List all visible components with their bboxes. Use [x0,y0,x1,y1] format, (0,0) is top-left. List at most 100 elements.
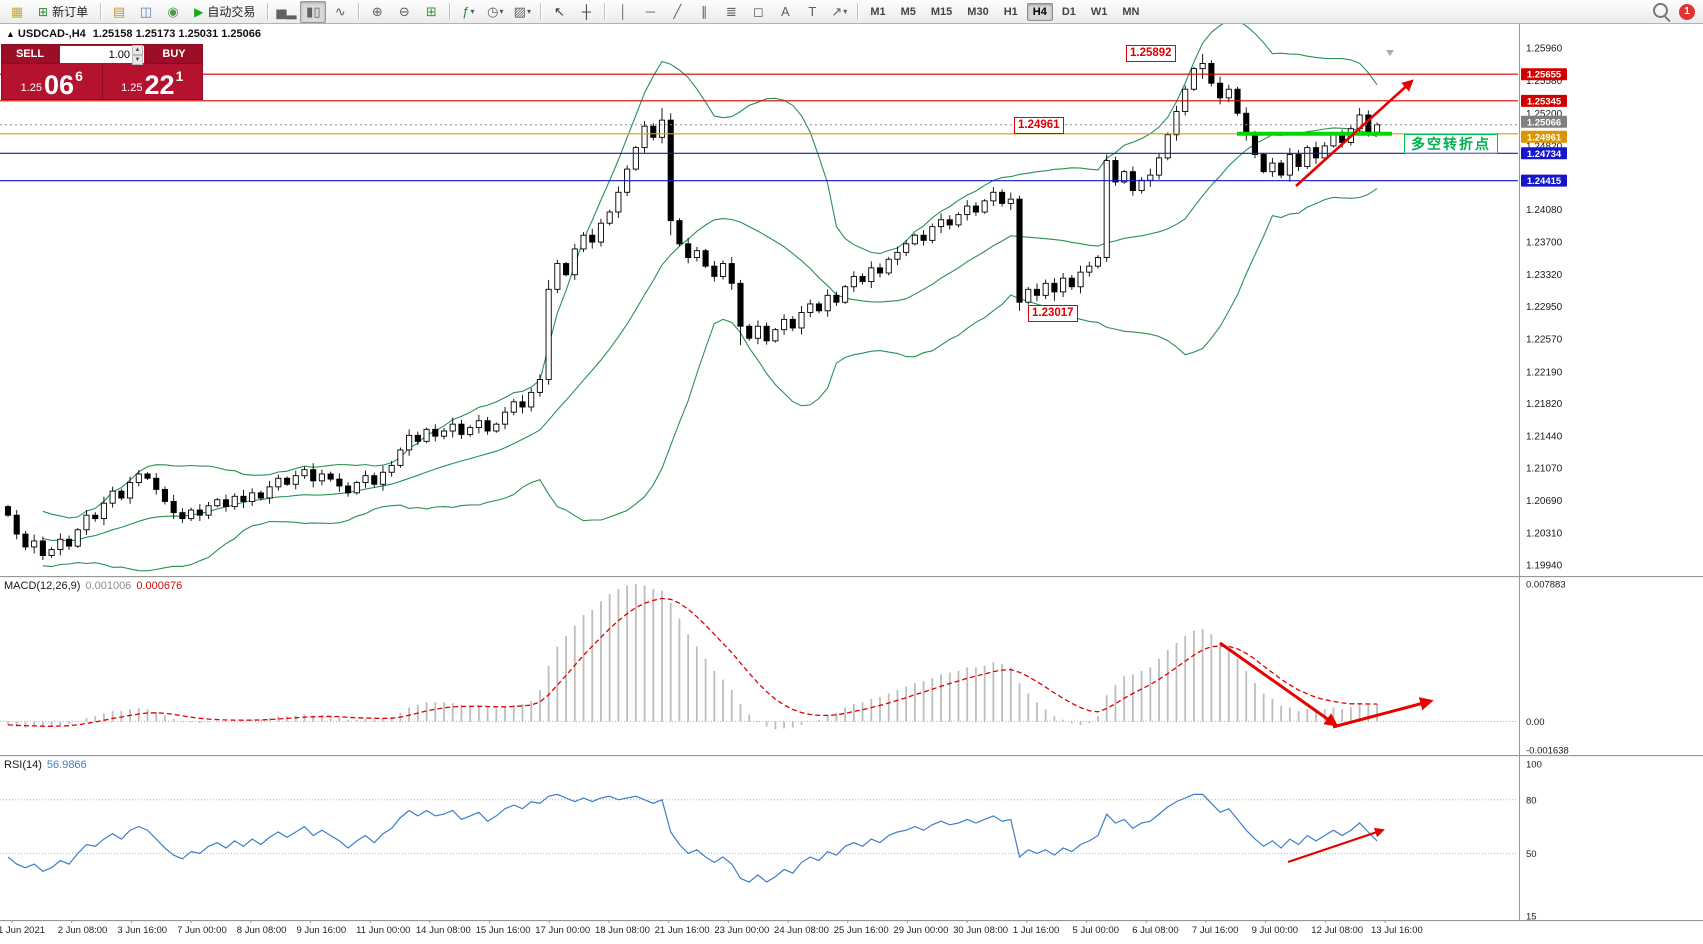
svg-text:1.23700: 1.23700 [1526,238,1563,249]
rsi-line [7,793,1378,883]
price-annotation-pivot: 1.24961 [1014,117,1064,134]
trend-arrow [1219,641,1339,727]
svg-text:21 Jun 16:00: 21 Jun 16:00 [655,925,710,936]
zoom-in-icon[interactable]: ⊕ [371,3,383,19]
macd-value-2: 0.000676 [136,580,183,592]
svg-text:1.21820: 1.21820 [1526,399,1563,410]
svg-text:23 Jun 00:00: 23 Jun 00:00 [714,925,769,936]
buy-button[interactable]: BUY [145,45,202,64]
svg-text:0.00: 0.00 [1526,717,1545,728]
svg-text:6 Jul 08:00: 6 Jul 08:00 [1132,925,1178,936]
timeframe-m15[interactable]: M15 [930,5,953,18]
buy-price[interactable]: 1.25 22 1 [103,64,203,100]
chart-window-icon[interactable]: ▦ [10,3,24,19]
chevron-down-icon: ▾ [470,6,475,16]
timeframe-h4[interactable]: H4 [1026,2,1053,21]
svg-text:1.24820: 1.24820 [1526,141,1563,152]
svg-text:0.007883: 0.007883 [1526,580,1566,591]
arrows-tool-icon[interactable]: ↗ ▾ [826,1,852,23]
navigator-icon[interactable]: ◉ [167,3,179,19]
macd-panel: 0.007883 0.00 -0.001638 [0,580,1569,757]
fibonacci-icon[interactable]: ≣ [725,3,737,19]
timeframe-m1[interactable]: M1 [870,5,886,18]
time-axis[interactable]: 1 Jun 2021 2 Jun 08:00 3 Jun 16:00 7 Jun 00… [0,920,1423,936]
trend-arrow [1287,827,1385,864]
svg-text:3 Jun 16:00: 3 Jun 16:00 [117,925,167,936]
symbol-direction-icon: ▲ [6,29,15,39]
line-chart-type-icon[interactable]: ∿ [334,3,346,19]
chevron-down-icon: ▾ [526,6,531,16]
svg-text:100: 100 [1526,760,1542,771]
svg-text:1.21070: 1.21070 [1526,463,1563,474]
toolbar-separator [100,3,102,20]
lot-increase-button[interactable]: ▲ [132,44,143,55]
chevron-down-icon: ▾ [843,6,848,16]
trend-arrow [1332,697,1434,729]
cursor-icon[interactable]: ↖ [553,3,565,19]
svg-text:1.20690: 1.20690 [1526,496,1563,507]
svg-text:13 Jul 16:00: 13 Jul 16:00 [1371,925,1423,936]
macd-indicator-label: MACD(12,26,9) 0.001006 0.000676 [4,580,182,592]
svg-text:7 Jun 00:00: 7 Jun 00:00 [177,925,227,936]
svg-text:1.25960: 1.25960 [1526,44,1563,55]
svg-text:1.24961: 1.24961 [1527,132,1562,143]
market-watch-icon[interactable]: ▤ [112,3,126,19]
bar-chart-type-icon[interactable]: ▅▂ [276,3,297,19]
timeframe-m30[interactable]: M30 [967,5,989,18]
horizontal-lines[interactable] [0,73,1518,182]
one-click-trading-panel: SELL 1.00 ▲ ▼ BUY 1.25 06 6 1.25 [1,44,203,100]
ohlc-values: 1.25158 1.25173 1.25031 1.25066 [92,28,261,40]
trend-arrows [1219,79,1434,864]
timeframe-h1[interactable]: H1 [1003,5,1018,18]
rsi-value: 56.9866 [46,759,87,771]
svg-text:9 Jun 16:00: 9 Jun 16:00 [296,925,346,936]
candlestick-type-icon[interactable]: ▮▯ [300,0,327,23]
chevron-down-icon: ▾ [499,6,504,16]
trendline-icon[interactable]: ╱ [673,3,682,19]
new-order-button-label: 新订单 [52,5,89,19]
text-icon[interactable]: A [780,3,790,19]
chart-shift-marker[interactable] [1386,50,1394,56]
zoom-out-icon[interactable]: ⊖ [398,3,410,19]
search-icon[interactable] [1653,3,1668,18]
svg-text:18 Jun 08:00: 18 Jun 08:00 [595,925,650,936]
tile-windows-icon[interactable]: ⊞ [425,3,437,19]
svg-text:9 Jul 00:00: 9 Jul 00:00 [1252,925,1298,936]
svg-text:30 Jun 08:00: 30 Jun 08:00 [953,925,1008,936]
chart-canvas[interactable]: 1.259601.255801.252001.248201.244401.240… [0,24,1703,944]
timeframe-d1[interactable]: D1 [1061,5,1076,18]
periods-icon[interactable]: ◷ ▾ [482,1,508,23]
svg-text:1.21440: 1.21440 [1526,432,1563,443]
svg-text:2 Jun 08:00: 2 Jun 08:00 [58,925,108,936]
svg-text:1.20310: 1.20310 [1526,529,1563,540]
new-order-button-icon: ⊞ [38,4,49,19]
svg-text:1.24080: 1.24080 [1526,205,1563,216]
horizontal-line-icon[interactable]: ─ [645,3,655,19]
indicators-icon[interactable]: ƒ ▾ [455,1,481,23]
vertical-line-icon[interactable]: │ [619,3,628,19]
autotrading-button[interactable]: ▶ 自动交易 [187,1,262,23]
timeframe-mn[interactable]: MN [1122,5,1140,18]
data-window-icon[interactable]: ◫ [139,3,153,19]
trend-arrow [1295,79,1414,187]
rsi-indicator-label: RSI(14) 56.9866 [4,759,87,771]
timeframe-w1[interactable]: W1 [1090,5,1108,18]
lot-size-field[interactable]: 1.00 ▲ ▼ [60,44,144,65]
svg-text:11 Jun 00:00: 11 Jun 00:00 [356,925,410,936]
channel-icon[interactable]: ∥ [701,3,708,19]
sell-button[interactable]: SELL [2,45,59,64]
timeframe-m5[interactable]: M5 [900,5,916,18]
svg-text:15 Jun 16:00: 15 Jun 16:00 [476,925,531,936]
toolbar-separator [540,3,542,20]
price-tag [1521,147,1567,160]
toolbar-separator [857,3,859,20]
crosshair-icon[interactable]: ┼ [581,3,591,19]
lot-decrease-button[interactable]: ▼ [132,54,143,65]
sell-price[interactable]: 1.25 06 6 [2,64,103,100]
shapes-icon[interactable]: ◻ [752,3,764,19]
new-order-button[interactable]: ⊞ 新订单 [31,1,95,23]
label-icon[interactable]: T [808,3,817,19]
templates-icon[interactable]: ▨ ▾ [509,1,535,23]
notification-badge[interactable]: 1 [1679,3,1695,20]
